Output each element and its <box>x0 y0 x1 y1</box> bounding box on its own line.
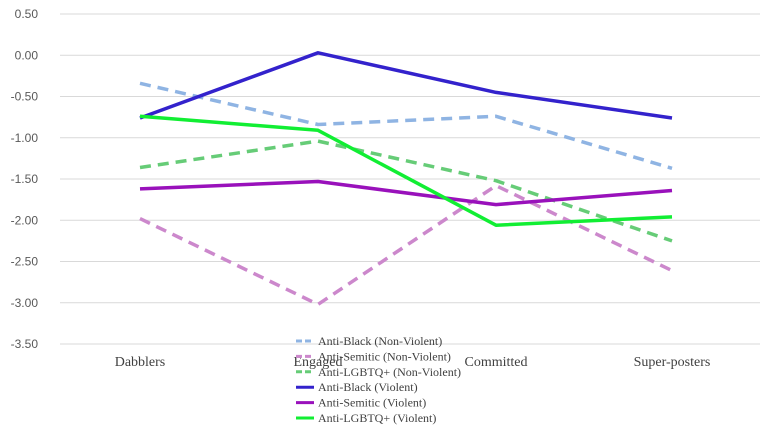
series-line-1 <box>139 183 673 307</box>
y-tick-label: -1.00 <box>11 131 39 145</box>
y-tick-label: -2.50 <box>11 255 39 269</box>
y-tick-label: 0.50 <box>15 7 39 21</box>
y-tick-label: -2.00 <box>11 213 39 227</box>
legend-label: Anti-Black (Violent) <box>318 380 418 394</box>
y-tick-label: -3.50 <box>11 337 39 351</box>
y-tick-label: -0.50 <box>11 90 39 104</box>
series-line-0 <box>139 81 673 170</box>
x-tick-label: Engaged <box>294 355 343 370</box>
series-line-2 <box>139 139 673 243</box>
legend: Anti-Black (Non-Violent)Anti-Semitic (No… <box>296 334 461 425</box>
x-axis-ticks: Dabblers Engaged Committed Super-posters <box>115 355 711 370</box>
x-tick-label: Committed <box>465 355 528 370</box>
y-tick-label: 0.00 <box>15 48 39 62</box>
y-tick-label: -1.50 <box>11 172 39 186</box>
series-line-3 <box>139 51 673 120</box>
y-axis-ticks: 0.50 0.00 -0.50 -1.00 -1.50 -2.00 -2.50 -3.00 -3… <box>11 7 39 351</box>
series-lines <box>139 51 673 307</box>
x-tick-label: Dabblers <box>115 355 166 370</box>
series-line-4 <box>139 179 673 207</box>
y-tick-label: -3.00 <box>11 296 39 310</box>
legend-label: Anti-LGBTQ+ (Violent) <box>318 411 436 425</box>
legend-label: Anti-Black (Non-Violent) <box>318 334 442 348</box>
series-line-5 <box>139 114 673 227</box>
x-tick-label: Super-posters <box>634 355 711 370</box>
legend-label: Anti-Semitic (Non-Violent) <box>318 349 451 363</box>
legend-label: Anti-LGBTQ+ (Non-Violent) <box>318 365 461 379</box>
legend-label: Anti-Semitic (Violent) <box>318 396 426 410</box>
